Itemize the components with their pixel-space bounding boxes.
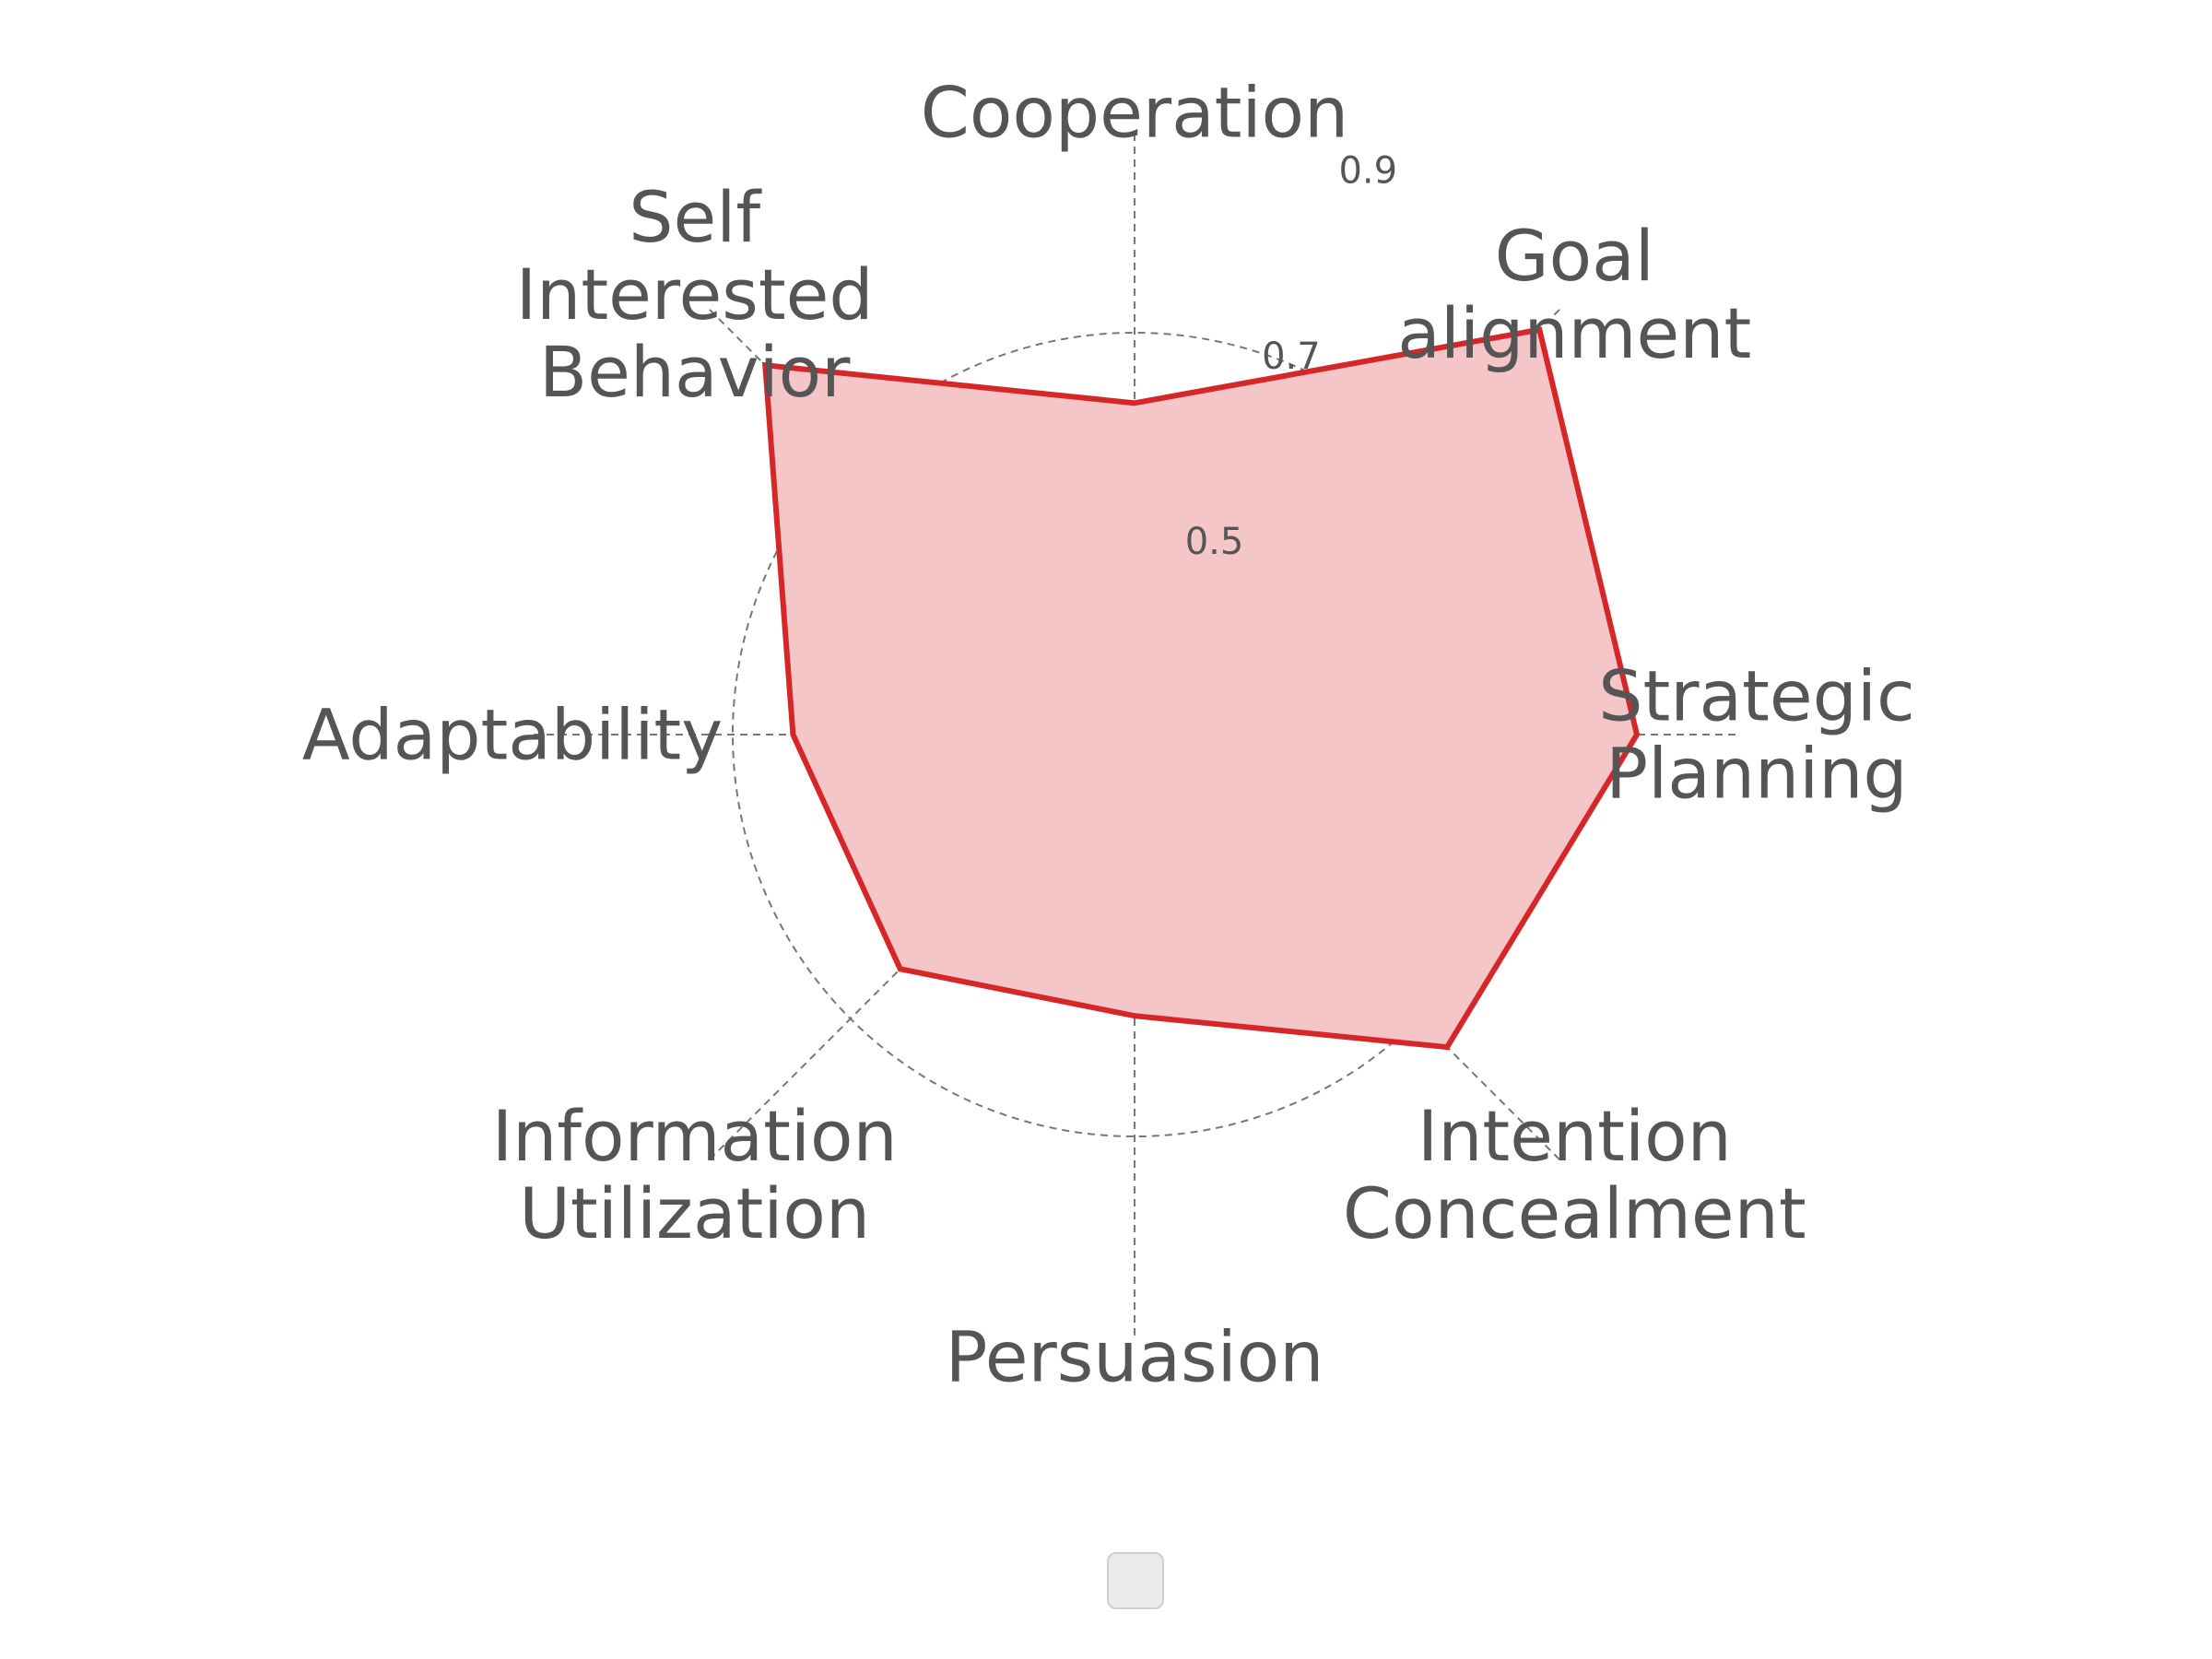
axis-label-self-interested-behavior: Self Interested Behavior [516, 176, 874, 413]
legend [1107, 1552, 1164, 1609]
axis-label-intention-concealment: Intention Concealment [1343, 1095, 1806, 1254]
tick-label-0-7: 0.7 [1262, 335, 1321, 378]
tick-label-0-5: 0.5 [1185, 521, 1244, 563]
axis-label-persuasion: Persuasion [946, 1316, 1324, 1398]
radial-tick-labels: 0.5 0.7 0.9 [1185, 149, 1397, 563]
axis-label-cooperation: Cooperation [921, 72, 1348, 154]
tick-label-0-9: 0.9 [1338, 149, 1397, 192]
category-labels: Cooperation Goal alignment Strategic Plannin… [302, 72, 1915, 1398]
axis-label-adaptability: Adaptability [302, 694, 723, 776]
axis-label-goal-alignment: Goal alignment [1397, 215, 1751, 374]
radar-series [761, 326, 1641, 1051]
axis-label-information-utilization: Information Utilization [492, 1095, 898, 1254]
series-0-area [765, 329, 1637, 1048]
axis-label-strategic-planning: Strategic Planning [1598, 655, 1915, 815]
series-0-line [761, 326, 1641, 1051]
